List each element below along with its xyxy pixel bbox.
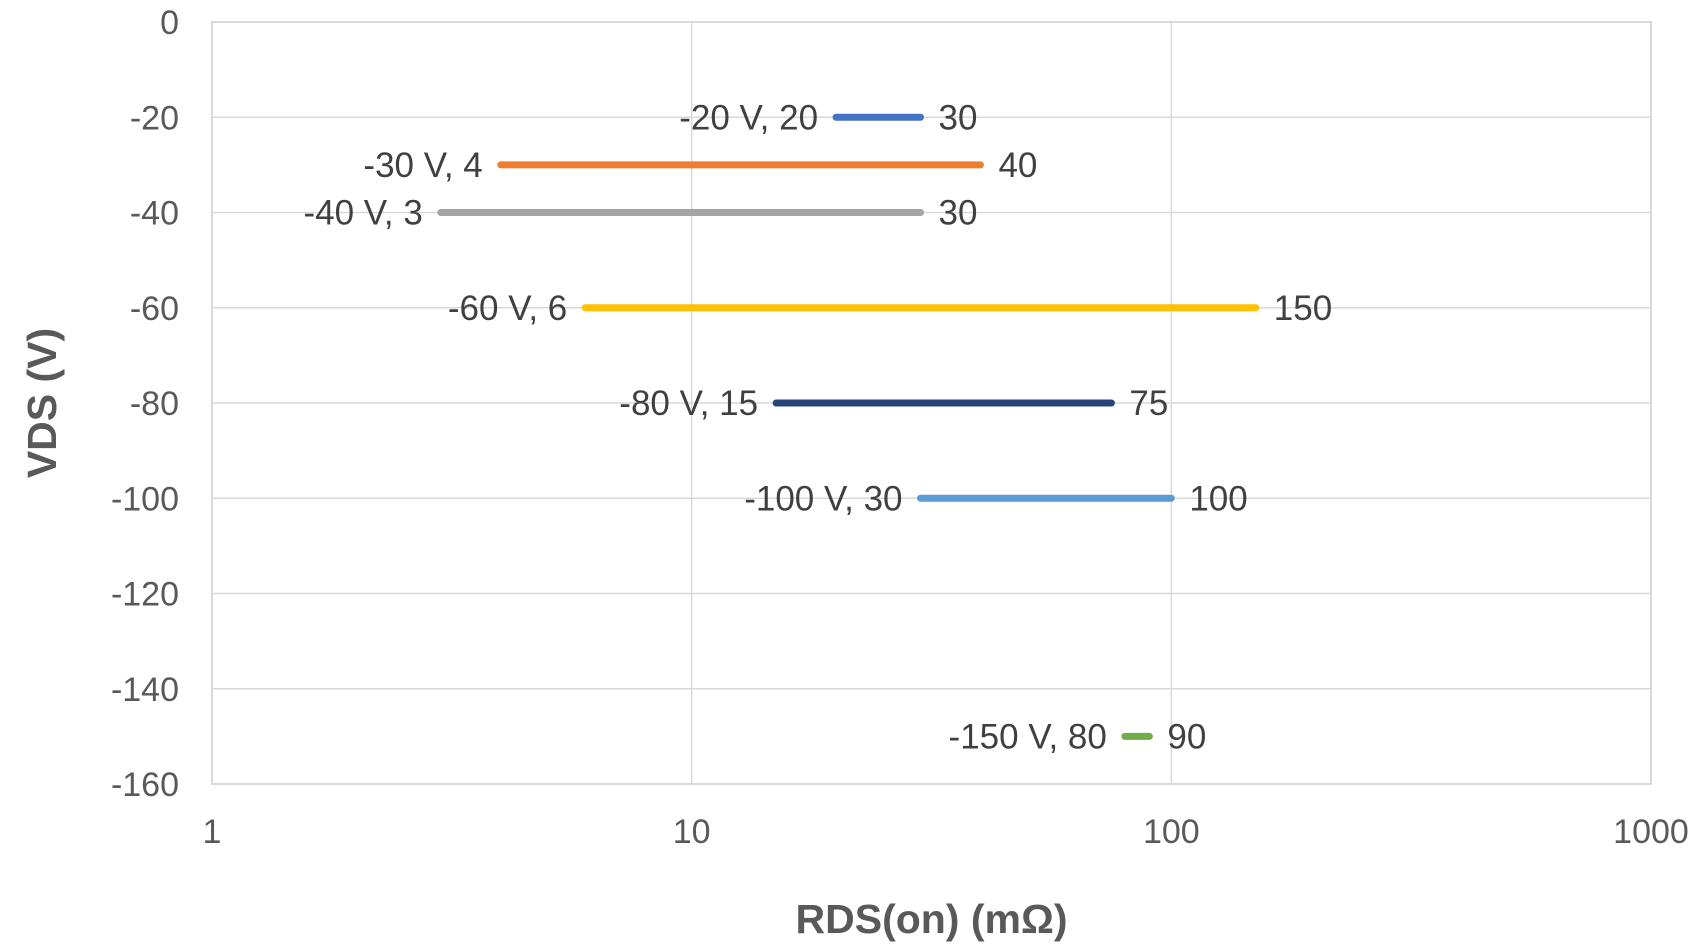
x-tick-label: 1 [203, 813, 222, 851]
series: -60 V, 6 150 [448, 289, 1332, 328]
y-tick-label: -160 [111, 766, 179, 804]
data-label-right: 150 [1274, 289, 1332, 328]
y-tick-label: -100 [111, 480, 179, 518]
y-tick-label: -40 [130, 195, 179, 233]
x-tick-label: 100 [1143, 813, 1200, 851]
series: -80 V, 15 75 [619, 384, 1168, 423]
series: -150 V, 80 90 [949, 717, 1207, 756]
y-tick-label: -60 [130, 290, 179, 328]
data-label-left: -60 V, 6 [448, 289, 567, 328]
y-tick-label: -140 [111, 671, 179, 709]
data-label-left: -20 V, 20 [679, 98, 818, 137]
data-label-right: 75 [1129, 384, 1168, 423]
x-tick-label: 1000 [1613, 813, 1689, 851]
data-label-right: 90 [1167, 717, 1206, 756]
series-group: -20 V, 20 30 -30 V, 4 40 -40 V, 3 30 -60 V, 6 1… [303, 98, 1332, 756]
data-label-right: 30 [939, 194, 978, 233]
y-tick-label: -20 [130, 99, 179, 137]
y-axis-ticks: 0 -20 -40 -60 -80 -100 -120 -140 -160 [111, 4, 179, 804]
data-label-left: -80 V, 15 [619, 384, 758, 423]
series: -30 V, 4 40 [363, 146, 1037, 185]
data-label-right: 40 [998, 146, 1037, 185]
data-label-right: 30 [939, 98, 978, 137]
y-tick-label: -80 [130, 385, 179, 423]
data-label-left: -100 V, 30 [744, 479, 902, 518]
series: -40 V, 3 30 [303, 194, 977, 233]
y-axis-title: VDS (V) [19, 328, 65, 478]
data-label-left: -150 V, 80 [949, 717, 1107, 756]
data-label-left: -40 V, 3 [303, 194, 422, 233]
y-tick-label: -120 [111, 576, 179, 614]
data-label-right: 100 [1189, 479, 1247, 518]
plot-area [211, 21, 1652, 785]
series: -20 V, 20 30 [679, 98, 977, 137]
series: -100 V, 30 100 [744, 479, 1248, 518]
x-tick-label: 10 [673, 813, 711, 851]
data-label-left: -30 V, 4 [363, 146, 482, 185]
x-axis-ticks: 1 10 100 1000 [203, 813, 1689, 851]
x-axis-title: RDS(on) (mΩ) [796, 896, 1068, 942]
y-tick-label: 0 [160, 4, 179, 42]
